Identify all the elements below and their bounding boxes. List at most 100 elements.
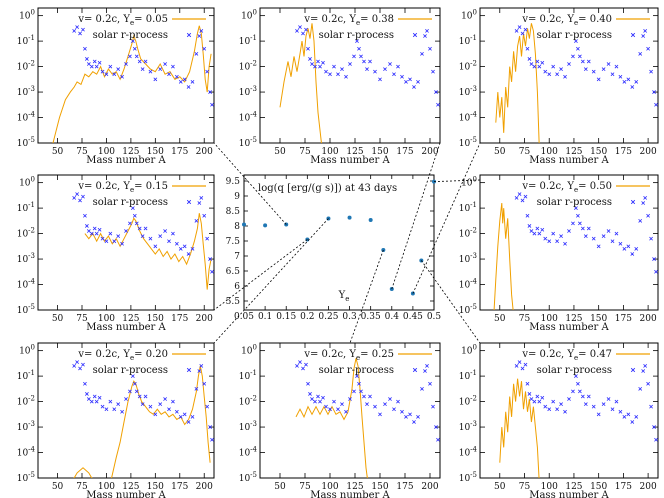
center-x-tick-label: 0.15 [276,312,296,322]
solar-point [324,69,328,74]
center-x-tick-label: 0.5 [427,312,442,322]
x-tick-label: 150 [590,482,607,492]
solar-point [359,389,363,394]
y-tick-label: 10-5 [17,303,35,316]
solar-point [547,72,552,77]
solar-point [436,437,440,442]
solar-point [527,392,532,396]
x-tick-label: 175 [396,482,413,492]
y-tick-label: 10-2 [459,395,477,408]
model-curve-Ye=0.40 [495,23,540,143]
y-tick-label: 100 [241,344,257,357]
legend-model-label: v= 0.2c, Ye= 0.20 [77,349,168,362]
x-tick-label: 175 [171,314,188,324]
solar-point [618,74,623,79]
solar-point [190,414,195,419]
solar-point [94,399,99,404]
solar-point [194,51,199,56]
solar-point [646,213,650,218]
y-tick-label: 10-5 [459,303,477,316]
legend-model-label: v= 0.2c, Ye= 0.40 [521,14,612,27]
solar-point [83,46,87,51]
solar-point [108,399,113,404]
x-tick-label: 100 [98,314,115,324]
solar-point [431,404,435,409]
solar-point [83,213,87,218]
solar-point [116,402,121,407]
solar-point [178,246,183,251]
x-tick-label: 200 [196,147,213,157]
solar-point [436,102,440,107]
solar-point [158,67,163,72]
model-curve-Ye=0.25 [295,358,368,478]
x-tick-label: 125 [122,482,139,492]
y-tick-label: 100 [461,176,477,189]
solar-point [630,420,635,424]
legend-solar-label: solar r-process [537,197,612,208]
solar-point [112,72,117,77]
solar-point [596,77,601,82]
solar-point [313,64,317,69]
solar-point [551,64,556,69]
solar-point [143,226,148,231]
solar-point [586,394,591,399]
solar-point [559,234,563,239]
y-tick-label: 10-3 [17,252,35,265]
solar-point [171,64,175,69]
solar-point [104,239,109,244]
solar-point [199,29,204,33]
solar-point [344,409,348,414]
solar-point [304,362,308,367]
solar-point [120,74,124,79]
solar-point [622,79,627,84]
solar-point [81,27,85,32]
solar-point [431,69,435,74]
solar-point [86,62,91,66]
solar-point [373,69,377,74]
solar-point [392,407,396,412]
solar-point [92,226,97,231]
connector-line-Ye=0.25 [349,249,384,344]
x-tick-label: 50 [52,314,64,324]
legend-solar-marker [186,32,192,38]
solar-point [626,244,631,249]
solar-point [81,362,85,367]
solar-point [641,369,646,373]
y-tick-label: 10-4 [459,446,478,459]
solar-point [130,374,135,378]
solar-point [428,46,432,51]
solar-point [428,381,432,386]
solar-point [348,62,352,66]
solar-point [197,34,202,38]
center-panel-frame [243,174,435,311]
x-tick-label: 175 [171,147,188,157]
solar-point [124,62,128,66]
solar-point [520,366,525,371]
solar-point [574,39,578,43]
solar-point [104,407,109,412]
solar-point [540,60,545,65]
solar-point [523,27,528,32]
solar-point [373,404,377,409]
y-tick-label: 10-4 [17,446,36,459]
solar-point [420,386,424,391]
solar-point [654,102,658,107]
solar-point [182,77,187,82]
solar-point [158,234,163,239]
solar-point [614,231,619,236]
solar-point [520,31,525,36]
x-axis-label: Mass number A [86,490,166,498]
solar-point [583,234,588,239]
solar-point [357,381,361,386]
solar-point [610,407,615,412]
legend-solar-label: solar r-process [93,30,168,41]
solar-point [362,394,366,399]
y-tick-label: 10-5 [239,471,257,484]
solar-point [178,414,183,419]
solar-point [153,77,158,82]
solar-point [525,46,530,51]
center-y-tick-label: 9 [234,192,240,202]
solar-point [567,62,571,66]
solar-point [537,64,542,69]
center-x-tick-label: 0.35 [361,312,381,322]
